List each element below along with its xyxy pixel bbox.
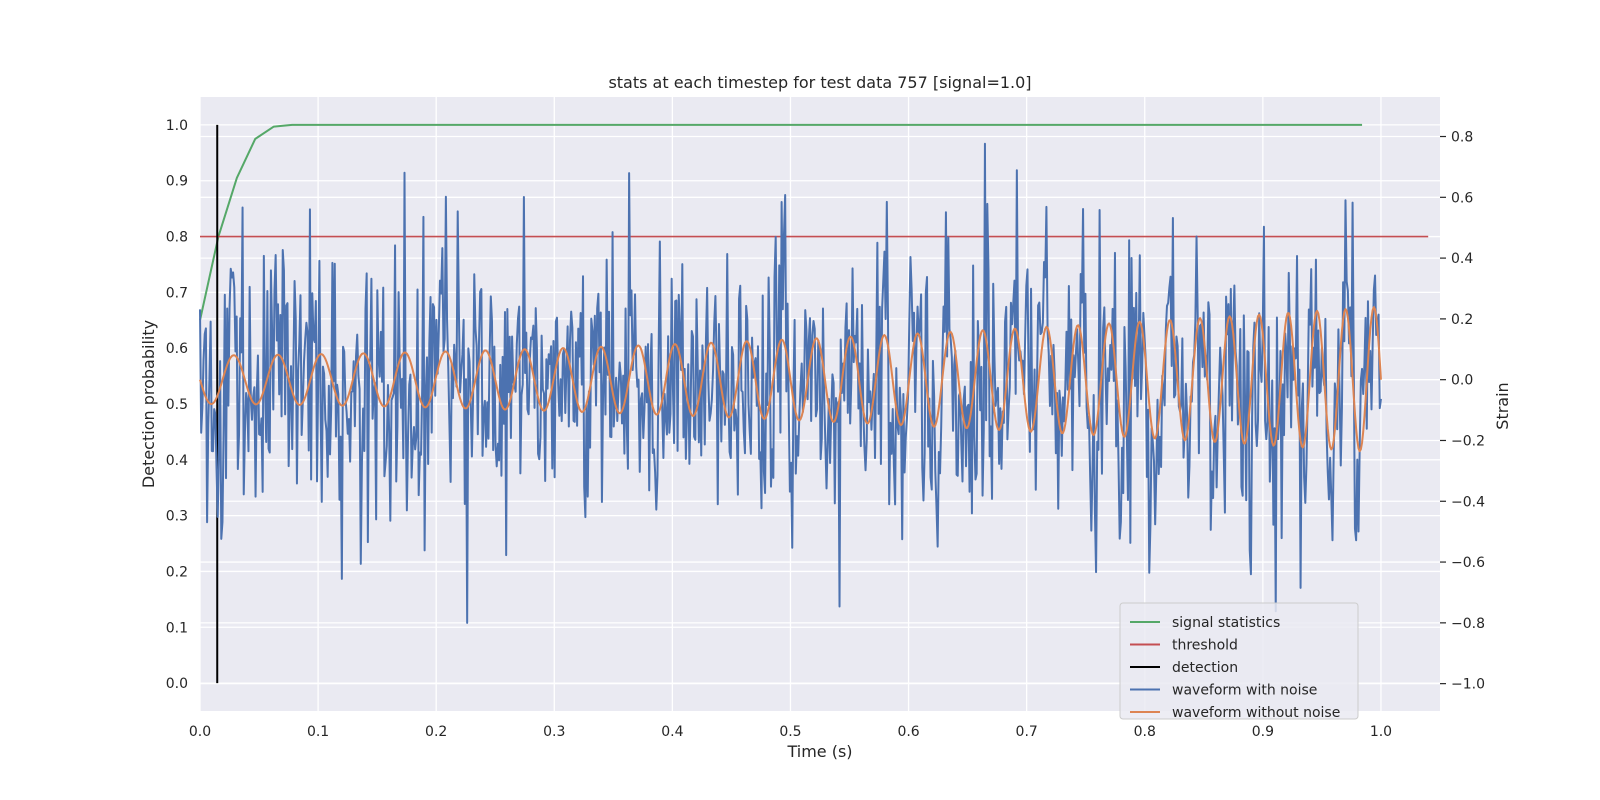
series-waveform-without-noise [199,306,1382,453]
left-y-tick-label: 0.2 [166,564,188,580]
x-tick-label: 0.4 [661,724,683,740]
left-y-tick-label: 0.6 [166,341,188,357]
left-y-tick-label: 0.8 [166,230,188,246]
chart-title: stats at each timestep for test data 757… [608,73,1031,92]
right-y-ticks: −1.0 −0.8 −0.6 −0.4 −0.2 0.0 0.2 0.4 0.6 0.8 [1440,130,1485,693]
x-tick-label: 0.3 [543,724,565,740]
x-tick-label: 0.6 [897,724,919,740]
x-tick-label: 0.5 [779,724,801,740]
x-tick-label: 0.9 [1252,724,1274,740]
legend-label: waveform without noise [1172,705,1340,721]
right-y-tick-label: −1.0 [1451,677,1485,693]
left-y-tick-label: 0.4 [166,453,188,469]
right-y-tick-label: −0.6 [1451,555,1485,571]
left-y-tick-label: 1.0 [166,118,188,134]
legend-label: detection [1172,660,1238,676]
series-layer [199,123,1429,684]
right-y-tick-label: −0.2 [1451,433,1485,449]
legend: signal statistics threshold detection wavef… [1119,602,1359,721]
left-y-axis-label: Detection probability [139,320,158,488]
x-tick-label: 0.2 [425,724,447,740]
x-ticks: 0.0 0.1 0.2 0.3 0.4 0.5 0.6 0.7 0.8 0.9 1.0 [189,724,1392,740]
x-tick-label: 0.0 [189,724,211,740]
legend-label: signal statistics [1172,615,1280,631]
legend-label: waveform with noise [1172,683,1317,699]
left-y-tick-label: 0.7 [166,285,188,301]
left-y-tick-label: 0.3 [166,509,188,525]
left-y-tick-label: 0.5 [166,397,188,413]
left-y-tick-label: 0.9 [166,174,188,190]
right-y-tick-label: 0.2 [1451,312,1473,328]
right-y-tick-label: 0.0 [1451,373,1473,389]
right-y-tick-label: 0.6 [1451,190,1473,206]
right-y-tick-label: 0.8 [1451,130,1473,146]
left-y-tick-label: 0.1 [166,620,188,636]
legend-label: threshold [1172,638,1238,654]
left-y-ticks: 0.0 0.1 0.2 0.3 0.4 0.5 0.6 0.7 0.8 0.9 1.0 [166,118,188,692]
x-tick-label: 0.8 [1134,724,1156,740]
legend-frame [1119,602,1359,720]
right-y-tick-label: −0.4 [1451,494,1485,510]
x-axis-label: Time (s) [786,742,852,761]
right-y-tick-label: −0.8 [1451,616,1485,632]
series-signal-statistics [199,123,1363,321]
right-y-axis-label: Strain [1493,382,1512,429]
right-y-tick-label: 0.4 [1451,251,1473,267]
series-waveform-with-noise [199,142,1382,624]
x-tick-label: 1.0 [1370,724,1392,740]
x-tick-label: 0.7 [1016,724,1038,740]
left-y-tick-label: 0.0 [166,676,188,692]
x-tick-label: 0.1 [307,724,329,740]
